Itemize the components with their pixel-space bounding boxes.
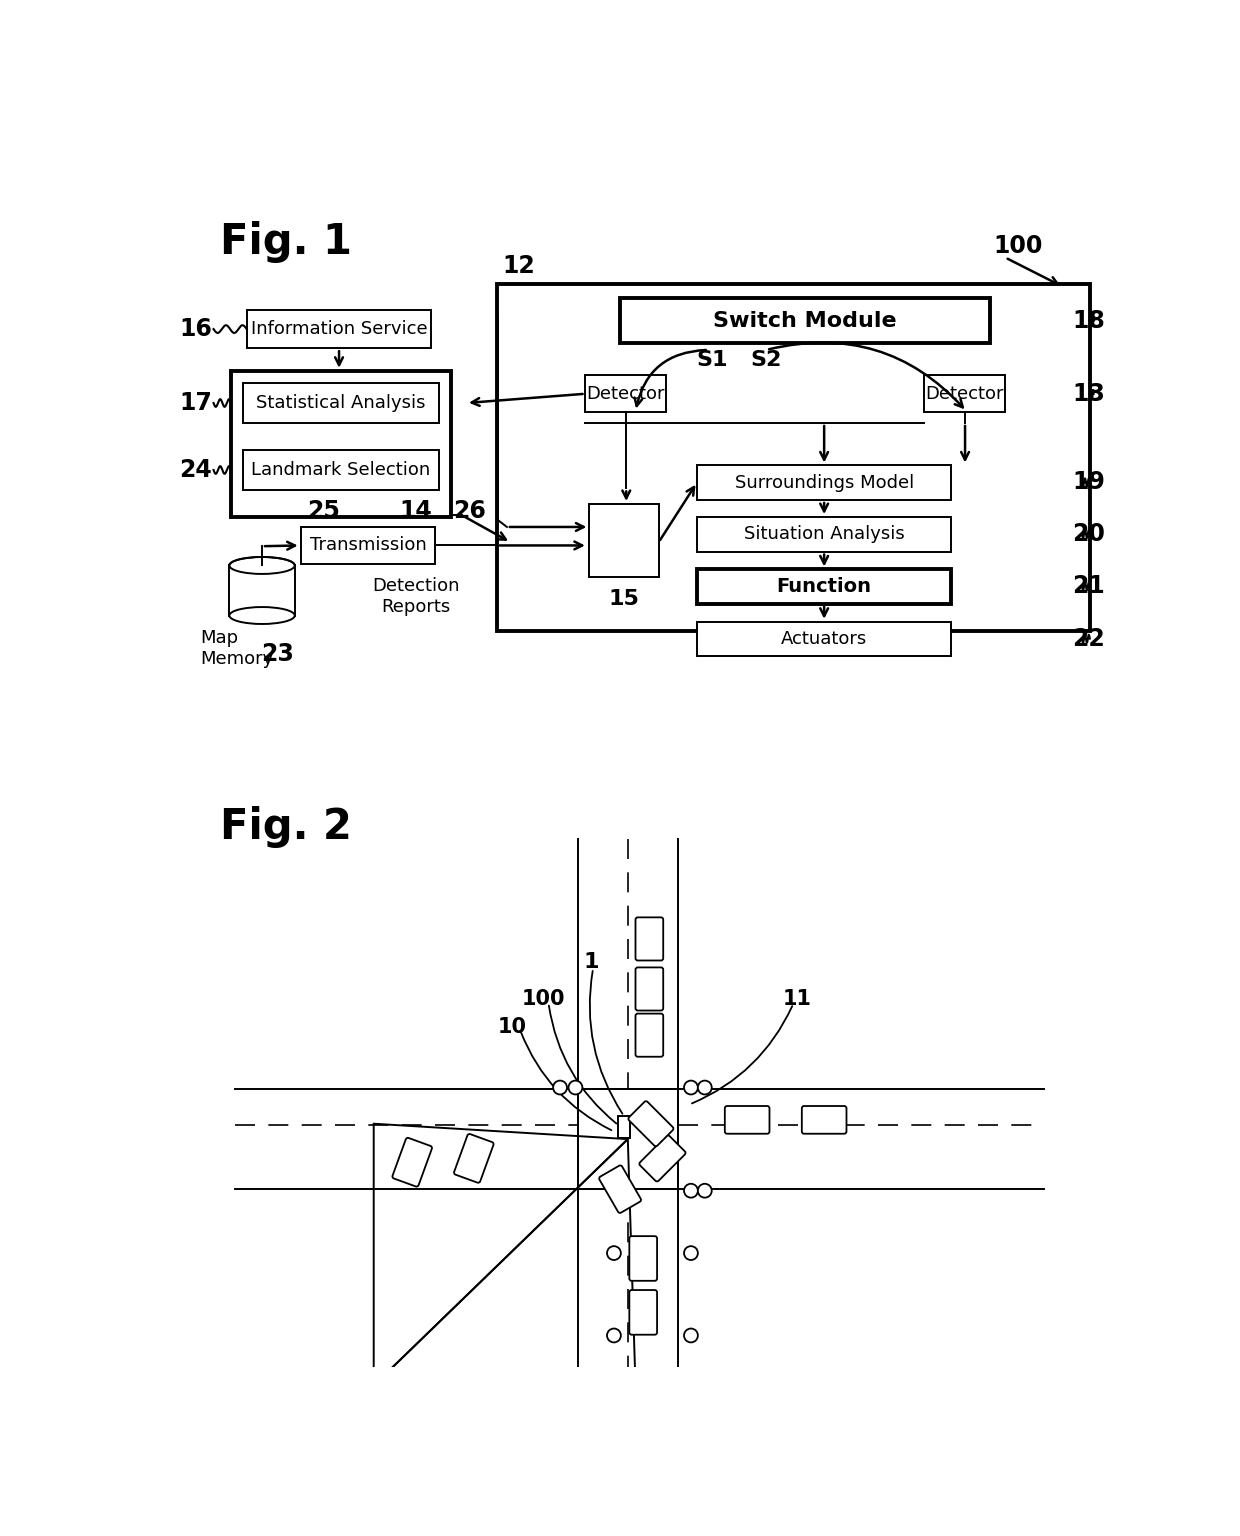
Text: 17: 17 (179, 392, 212, 415)
Bar (589, 504, 658, 578)
FancyBboxPatch shape (725, 1106, 770, 1134)
Text: Information Service: Information Service (250, 319, 428, 338)
Bar (247, 310, 432, 349)
Circle shape (684, 1081, 698, 1095)
Bar (300, 527, 435, 564)
Text: 23: 23 (260, 642, 294, 667)
Text: S1: S1 (697, 350, 728, 370)
Text: Transmission: Transmission (310, 536, 427, 554)
Text: Function: Function (776, 578, 872, 596)
Text: S2: S2 (750, 350, 782, 370)
Text: 10: 10 (497, 1017, 527, 1037)
Text: 13: 13 (1073, 382, 1105, 406)
Circle shape (684, 1329, 698, 1342)
FancyBboxPatch shape (599, 1166, 641, 1213)
Circle shape (608, 1246, 621, 1260)
Text: 24: 24 (180, 458, 212, 482)
Text: 20: 20 (1073, 522, 1105, 545)
Ellipse shape (229, 607, 295, 624)
FancyBboxPatch shape (635, 1014, 663, 1057)
Bar (618, 1117, 630, 1138)
Text: 100: 100 (993, 233, 1043, 258)
FancyBboxPatch shape (802, 1106, 847, 1134)
Text: 12: 12 (502, 255, 534, 278)
FancyBboxPatch shape (454, 1134, 494, 1183)
Text: Switch Module: Switch Module (713, 310, 897, 330)
Bar (585, 375, 666, 412)
FancyBboxPatch shape (630, 1290, 657, 1335)
Text: 15: 15 (609, 588, 640, 608)
Bar (697, 465, 951, 501)
FancyBboxPatch shape (640, 1135, 686, 1181)
Circle shape (553, 1081, 567, 1095)
FancyBboxPatch shape (635, 917, 663, 960)
Circle shape (698, 1184, 712, 1198)
Bar (697, 570, 951, 604)
Bar (243, 450, 439, 490)
Bar (924, 375, 1006, 412)
Text: Fig. 1: Fig. 1 (219, 221, 352, 263)
Bar (697, 622, 951, 656)
Circle shape (684, 1184, 698, 1198)
Circle shape (698, 1081, 712, 1095)
FancyBboxPatch shape (392, 1138, 432, 1187)
FancyBboxPatch shape (635, 968, 663, 1011)
Text: Map
Memory: Map Memory (201, 630, 274, 668)
Text: 19: 19 (1073, 470, 1105, 495)
FancyBboxPatch shape (630, 1236, 657, 1281)
Circle shape (568, 1081, 583, 1095)
Text: 14: 14 (399, 499, 433, 524)
Text: Situation Analysis: Situation Analysis (744, 525, 904, 544)
Bar (497, 284, 1090, 631)
Circle shape (684, 1246, 698, 1260)
Text: Landmark Selection: Landmark Selection (252, 461, 430, 479)
Bar (243, 382, 439, 422)
Bar (231, 370, 450, 518)
Text: Detection
Reports: Detection Reports (372, 578, 460, 616)
Text: 100: 100 (521, 989, 565, 1009)
Text: 1: 1 (583, 952, 599, 972)
Bar (697, 518, 951, 551)
Text: Statistical Analysis: Statistical Analysis (257, 395, 425, 412)
Text: 16: 16 (179, 316, 212, 341)
Text: Surroundings Model: Surroundings Model (734, 473, 914, 492)
Text: 11: 11 (782, 989, 812, 1009)
Text: 21: 21 (1073, 574, 1105, 598)
Bar (229, 565, 294, 616)
Text: 18: 18 (1073, 309, 1105, 333)
Bar (620, 298, 990, 343)
Text: Detector: Detector (587, 384, 665, 402)
Circle shape (608, 1329, 621, 1342)
FancyBboxPatch shape (629, 1101, 673, 1146)
Text: Detector: Detector (925, 384, 1004, 402)
Text: Fig. 2: Fig. 2 (219, 806, 352, 848)
Text: 22: 22 (1073, 627, 1105, 651)
Ellipse shape (229, 558, 295, 574)
Text: 25: 25 (308, 499, 340, 524)
Text: 26: 26 (454, 499, 486, 524)
Bar (578, 1089, 678, 1189)
Text: Actuators: Actuators (781, 630, 867, 648)
